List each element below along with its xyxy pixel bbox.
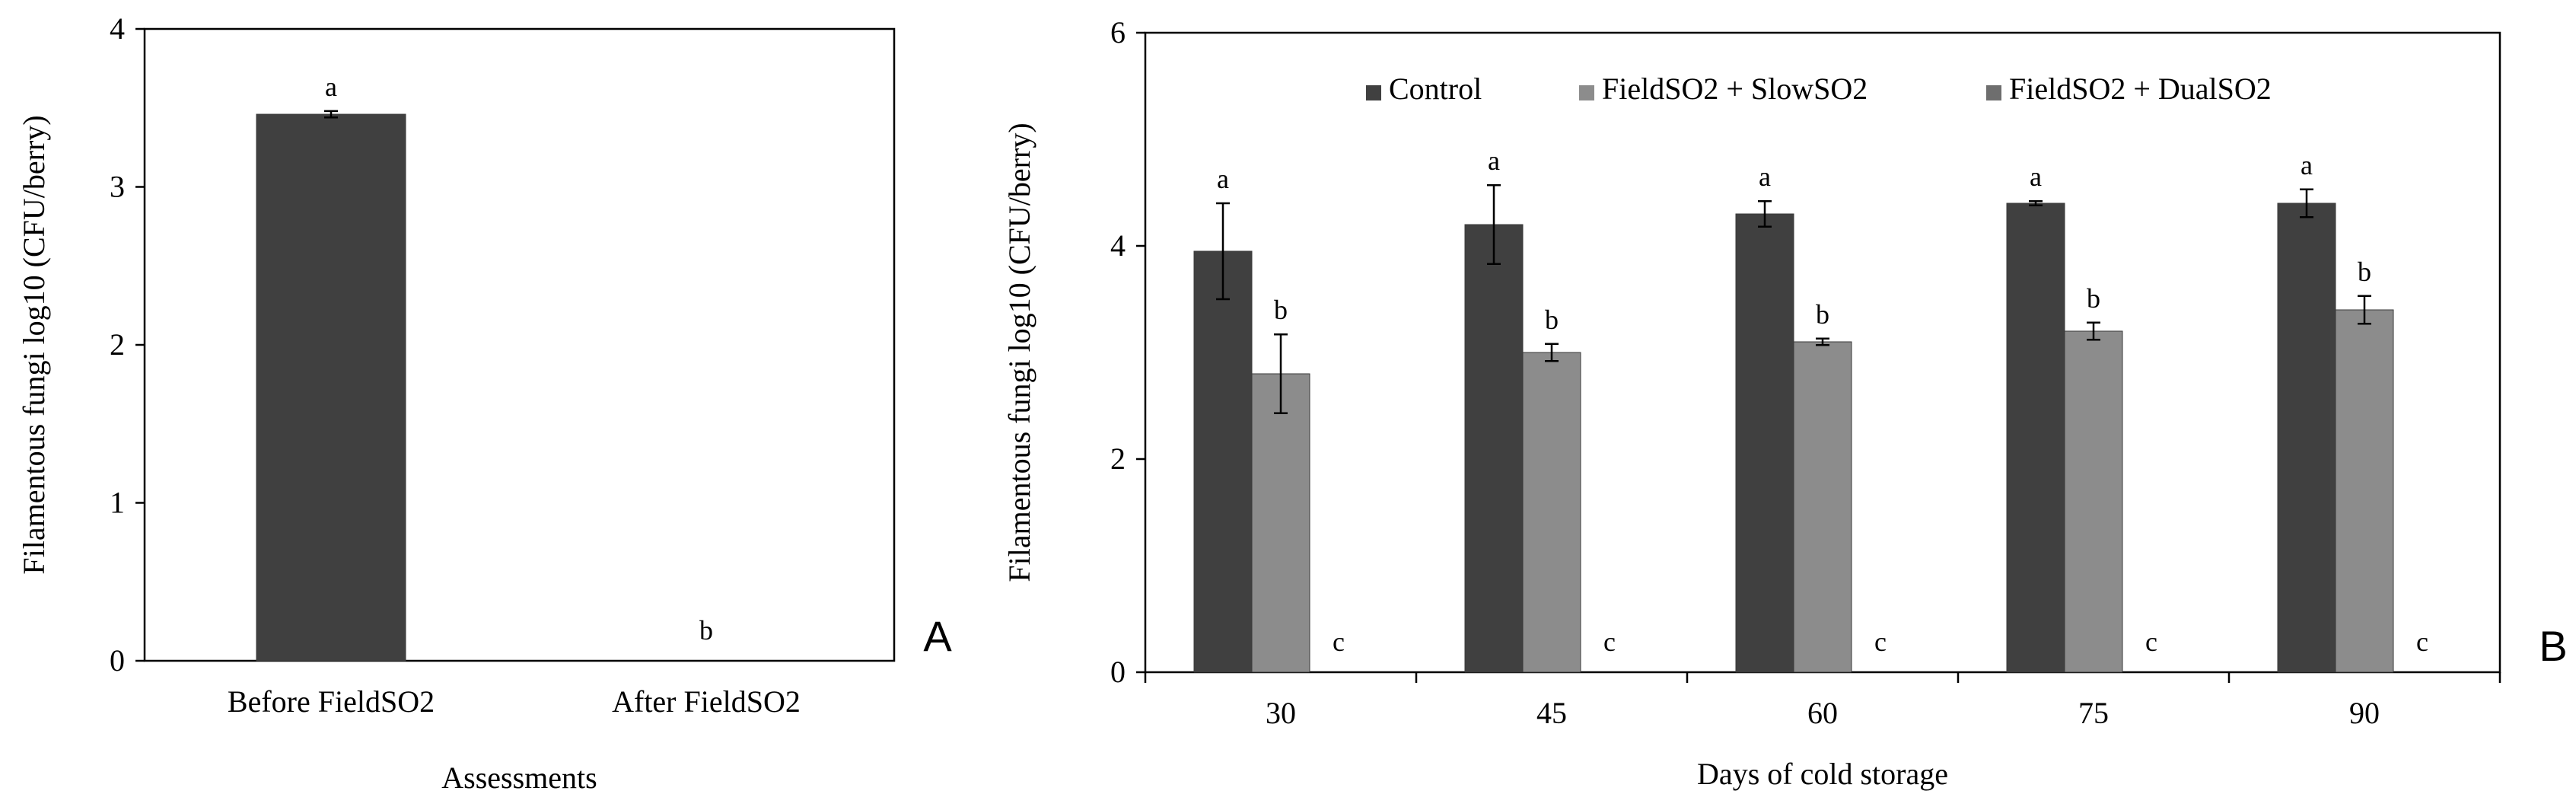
significance-letter: b bbox=[2358, 257, 2371, 287]
x-tick-label: 30 bbox=[1266, 696, 1296, 730]
significance-letter: c bbox=[1333, 627, 1345, 657]
significance-letter: b bbox=[1545, 305, 1559, 335]
chart-panel-b: 0 2 4 6 Filamentous fungi log10 (CFU/berry) D… bbox=[1002, 15, 2568, 791]
x-tick-label: 90 bbox=[2349, 696, 2380, 730]
bar bbox=[2277, 202, 2336, 673]
bar bbox=[256, 113, 406, 662]
significance-letter: a bbox=[1488, 145, 1500, 176]
bar bbox=[1793, 341, 1852, 673]
significance-letter: c bbox=[2416, 627, 2428, 657]
significance-letter: b bbox=[699, 615, 713, 646]
bar bbox=[2064, 330, 2123, 673]
bar bbox=[1464, 224, 1524, 673]
y-tick-label: 4 bbox=[110, 11, 125, 46]
y-tick-label: 0 bbox=[1110, 655, 1126, 689]
y-tick-label: 0 bbox=[110, 643, 125, 678]
y-tick-label: 3 bbox=[110, 170, 125, 204]
bar bbox=[2335, 309, 2394, 673]
y-tick-label: 4 bbox=[1110, 228, 1126, 263]
x-tick-label: Before FieldSO2 bbox=[228, 684, 435, 719]
significance-letter: b bbox=[1816, 299, 1829, 330]
legend-label: FieldSO2 + DualSO2 bbox=[2009, 72, 2272, 106]
significance-letter: a bbox=[2301, 150, 2313, 180]
legend-label: FieldSO2 + SlowSO2 bbox=[1602, 72, 1868, 106]
x-axis-title: Assessments bbox=[441, 761, 597, 795]
y-tick-label: 2 bbox=[110, 327, 125, 362]
panel-letter: B bbox=[2539, 622, 2567, 670]
bar bbox=[1522, 352, 1581, 673]
significance-letter: a bbox=[1759, 161, 1771, 192]
significance-letter: a bbox=[325, 72, 337, 102]
bar bbox=[1735, 213, 1794, 673]
significance-letter: b bbox=[1274, 295, 1288, 325]
x-tick-label: 45 bbox=[1536, 696, 1567, 730]
bar bbox=[2006, 202, 2065, 673]
y-axis-title: Filamentous fungi log10 (CFU/berry) bbox=[1002, 123, 1036, 582]
y-axis-title: Filamentous fungi log10 (CFU/berry) bbox=[17, 115, 51, 574]
y-tick-label: 6 bbox=[1110, 15, 1126, 49]
legend-swatch bbox=[1579, 85, 1594, 100]
x-tick-label: 75 bbox=[2078, 696, 2109, 730]
significance-letter: c bbox=[1603, 627, 1616, 657]
x-axis-title: Days of cold storage bbox=[1697, 757, 1948, 791]
legend-swatch bbox=[1366, 85, 1381, 100]
bar bbox=[1193, 250, 1253, 673]
significance-letter: a bbox=[2030, 161, 2042, 192]
panel-letter: A bbox=[923, 612, 952, 660]
bar bbox=[1251, 373, 1310, 673]
significance-letter: c bbox=[2145, 627, 2157, 657]
significance-letter: a bbox=[1217, 164, 1229, 194]
x-tick-label: After FieldSO2 bbox=[612, 684, 801, 719]
x-tick-label: 60 bbox=[1807, 696, 1838, 730]
y-tick-label: 2 bbox=[1110, 442, 1126, 476]
y-tick-label: 1 bbox=[110, 486, 125, 520]
legend-label: Control bbox=[1389, 72, 1482, 106]
significance-letter: b bbox=[2087, 283, 2100, 314]
chart-panel-a: 0 1 2 3 4 Filamentous fungi log10 (CFU/berry)… bbox=[17, 11, 952, 795]
legend-swatch bbox=[1986, 85, 2001, 100]
significance-letter: c bbox=[1874, 627, 1887, 657]
